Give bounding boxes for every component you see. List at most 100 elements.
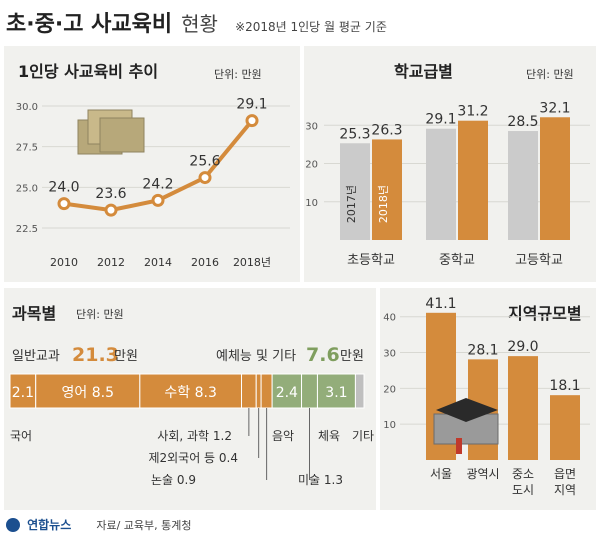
y-tick-label: 10: [383, 420, 396, 431]
data-label: 24.0: [48, 180, 79, 196]
subject-title: 과목별: [12, 304, 57, 323]
data-label: 41.1: [425, 296, 456, 312]
y-tick-label: 40: [383, 313, 396, 324]
y-tick-label: 27.5: [16, 143, 38, 154]
category-label: 서울: [430, 467, 452, 481]
school-title: 학교급별: [394, 62, 453, 81]
segment: [139, 373, 243, 409]
category-label: 초등학교: [347, 253, 395, 268]
segment-name: 국어: [10, 429, 32, 443]
segment-name: 논술 0.9: [151, 473, 196, 487]
segment-label: 2.4: [276, 385, 298, 401]
school-unit: 단위: 만원: [526, 68, 574, 81]
data-point: [104, 203, 118, 217]
segment-name: 체육: [318, 429, 340, 443]
data-point: [151, 193, 165, 207]
segment-label: 영어 8.5: [62, 385, 114, 401]
data-label: 29.1: [425, 112, 456, 128]
trend-unit: 단위: 만원: [214, 68, 262, 81]
bar: [508, 356, 538, 460]
segment-label: 수학 8.3: [164, 385, 216, 401]
segment: [241, 373, 257, 409]
legend-label: 2017년: [345, 185, 358, 223]
source-text: 자료/ 교육부, 통계청: [96, 518, 192, 532]
x-tick-label: 2010: [50, 256, 78, 269]
data-label: 26.3: [371, 122, 402, 138]
data-label: 23.6: [95, 186, 126, 202]
y-tick-label: 30.0: [16, 102, 38, 113]
segment-name: 미술 1.3: [298, 473, 343, 487]
data-label: 28.5: [507, 114, 538, 130]
data-point: [198, 171, 212, 185]
segment-name: 사회, 과학 1.2: [157, 429, 232, 443]
header: 초·중·고 사교육비 현황 ※2018년 1인당 월 평균 기준: [6, 6, 596, 40]
group-label: 일반교과: [12, 349, 60, 364]
data-label: 24.2: [142, 176, 173, 192]
subject-unit: 단위: 만원: [76, 308, 124, 321]
logo-text: 연합뉴스: [27, 518, 72, 532]
segment-name: 제2외국어 등 0.4: [148, 451, 238, 465]
y-tick-label: 20: [305, 160, 318, 171]
trend-panel: [4, 46, 300, 282]
segment-name: 음악: [272, 429, 294, 443]
data-point: [57, 197, 71, 211]
y-tick-label: 25.0: [16, 183, 38, 194]
bar: [372, 139, 402, 240]
data-label: 32.1: [539, 100, 570, 116]
y-tick-label: 10: [305, 198, 318, 209]
category-label: 중학교: [439, 253, 475, 268]
y-tick-label: 30: [305, 121, 318, 132]
segment: [260, 373, 273, 409]
x-tick-label: 2016: [191, 256, 219, 269]
logo-icon: [6, 517, 20, 532]
segment-name: 기타: [352, 429, 374, 443]
bar: [458, 120, 488, 240]
category-label: 도시: [512, 483, 534, 497]
segment: [301, 373, 318, 409]
page-note: ※2018년 1인당 월 평균 기준: [235, 20, 387, 34]
data-label: 25.3: [339, 126, 370, 142]
x-tick-label: 2014: [144, 256, 172, 269]
segment-label: 2.1: [12, 385, 34, 401]
bar: [550, 395, 580, 460]
category-label: 광역시: [466, 467, 499, 481]
bar: [340, 143, 370, 240]
segment: [255, 373, 262, 409]
segment-label: 3.1: [325, 385, 347, 401]
category-label: 지역: [554, 483, 576, 497]
group-total: 7.6: [306, 344, 340, 366]
bar: [508, 131, 538, 240]
data-label: 18.1: [549, 378, 580, 394]
grad-cap-icon: [436, 398, 498, 422]
group-total: 21.3: [72, 344, 119, 366]
category-label: 중소: [512, 467, 534, 481]
bar: [540, 117, 570, 240]
segment: [354, 373, 365, 409]
region-title: 지역규모별: [508, 304, 582, 323]
subject-stacked-bar: 일반교과 21.3만원 예체능 및 기타 7.6 만원2.1 영어 8.5 수학 8.3 2.…: [9, 344, 374, 487]
x-tick-label: 2018년: [233, 256, 271, 269]
footer: 연합뉴스 자료/ 교육부, 통계청: [6, 514, 596, 534]
y-tick-label: 30: [383, 349, 396, 360]
segment: [316, 373, 356, 409]
page-title: 초·중·고 사교육비: [6, 12, 173, 37]
bar: [426, 128, 456, 240]
data-label: 29.1: [236, 97, 267, 113]
trend-title: 1인당 사교육비 추이: [18, 62, 159, 81]
data-label: 31.2: [457, 104, 488, 120]
data-point: [245, 114, 259, 128]
money-stack-illustration: [77, 109, 145, 155]
data-label: 29.0: [507, 339, 538, 355]
category-label: 고등학교: [515, 253, 563, 268]
page-title-suffix: 현황: [181, 12, 218, 36]
x-tick-label: 2012: [97, 256, 125, 269]
y-tick-label: 20: [383, 384, 396, 395]
data-label: 25.6: [189, 154, 220, 170]
segment: [9, 373, 37, 409]
category-label: 읍면: [554, 467, 576, 481]
group-label: 예체능 및 기타: [216, 349, 296, 364]
group-unit: 만원: [340, 349, 364, 364]
legend-label: 2018년: [377, 185, 390, 223]
